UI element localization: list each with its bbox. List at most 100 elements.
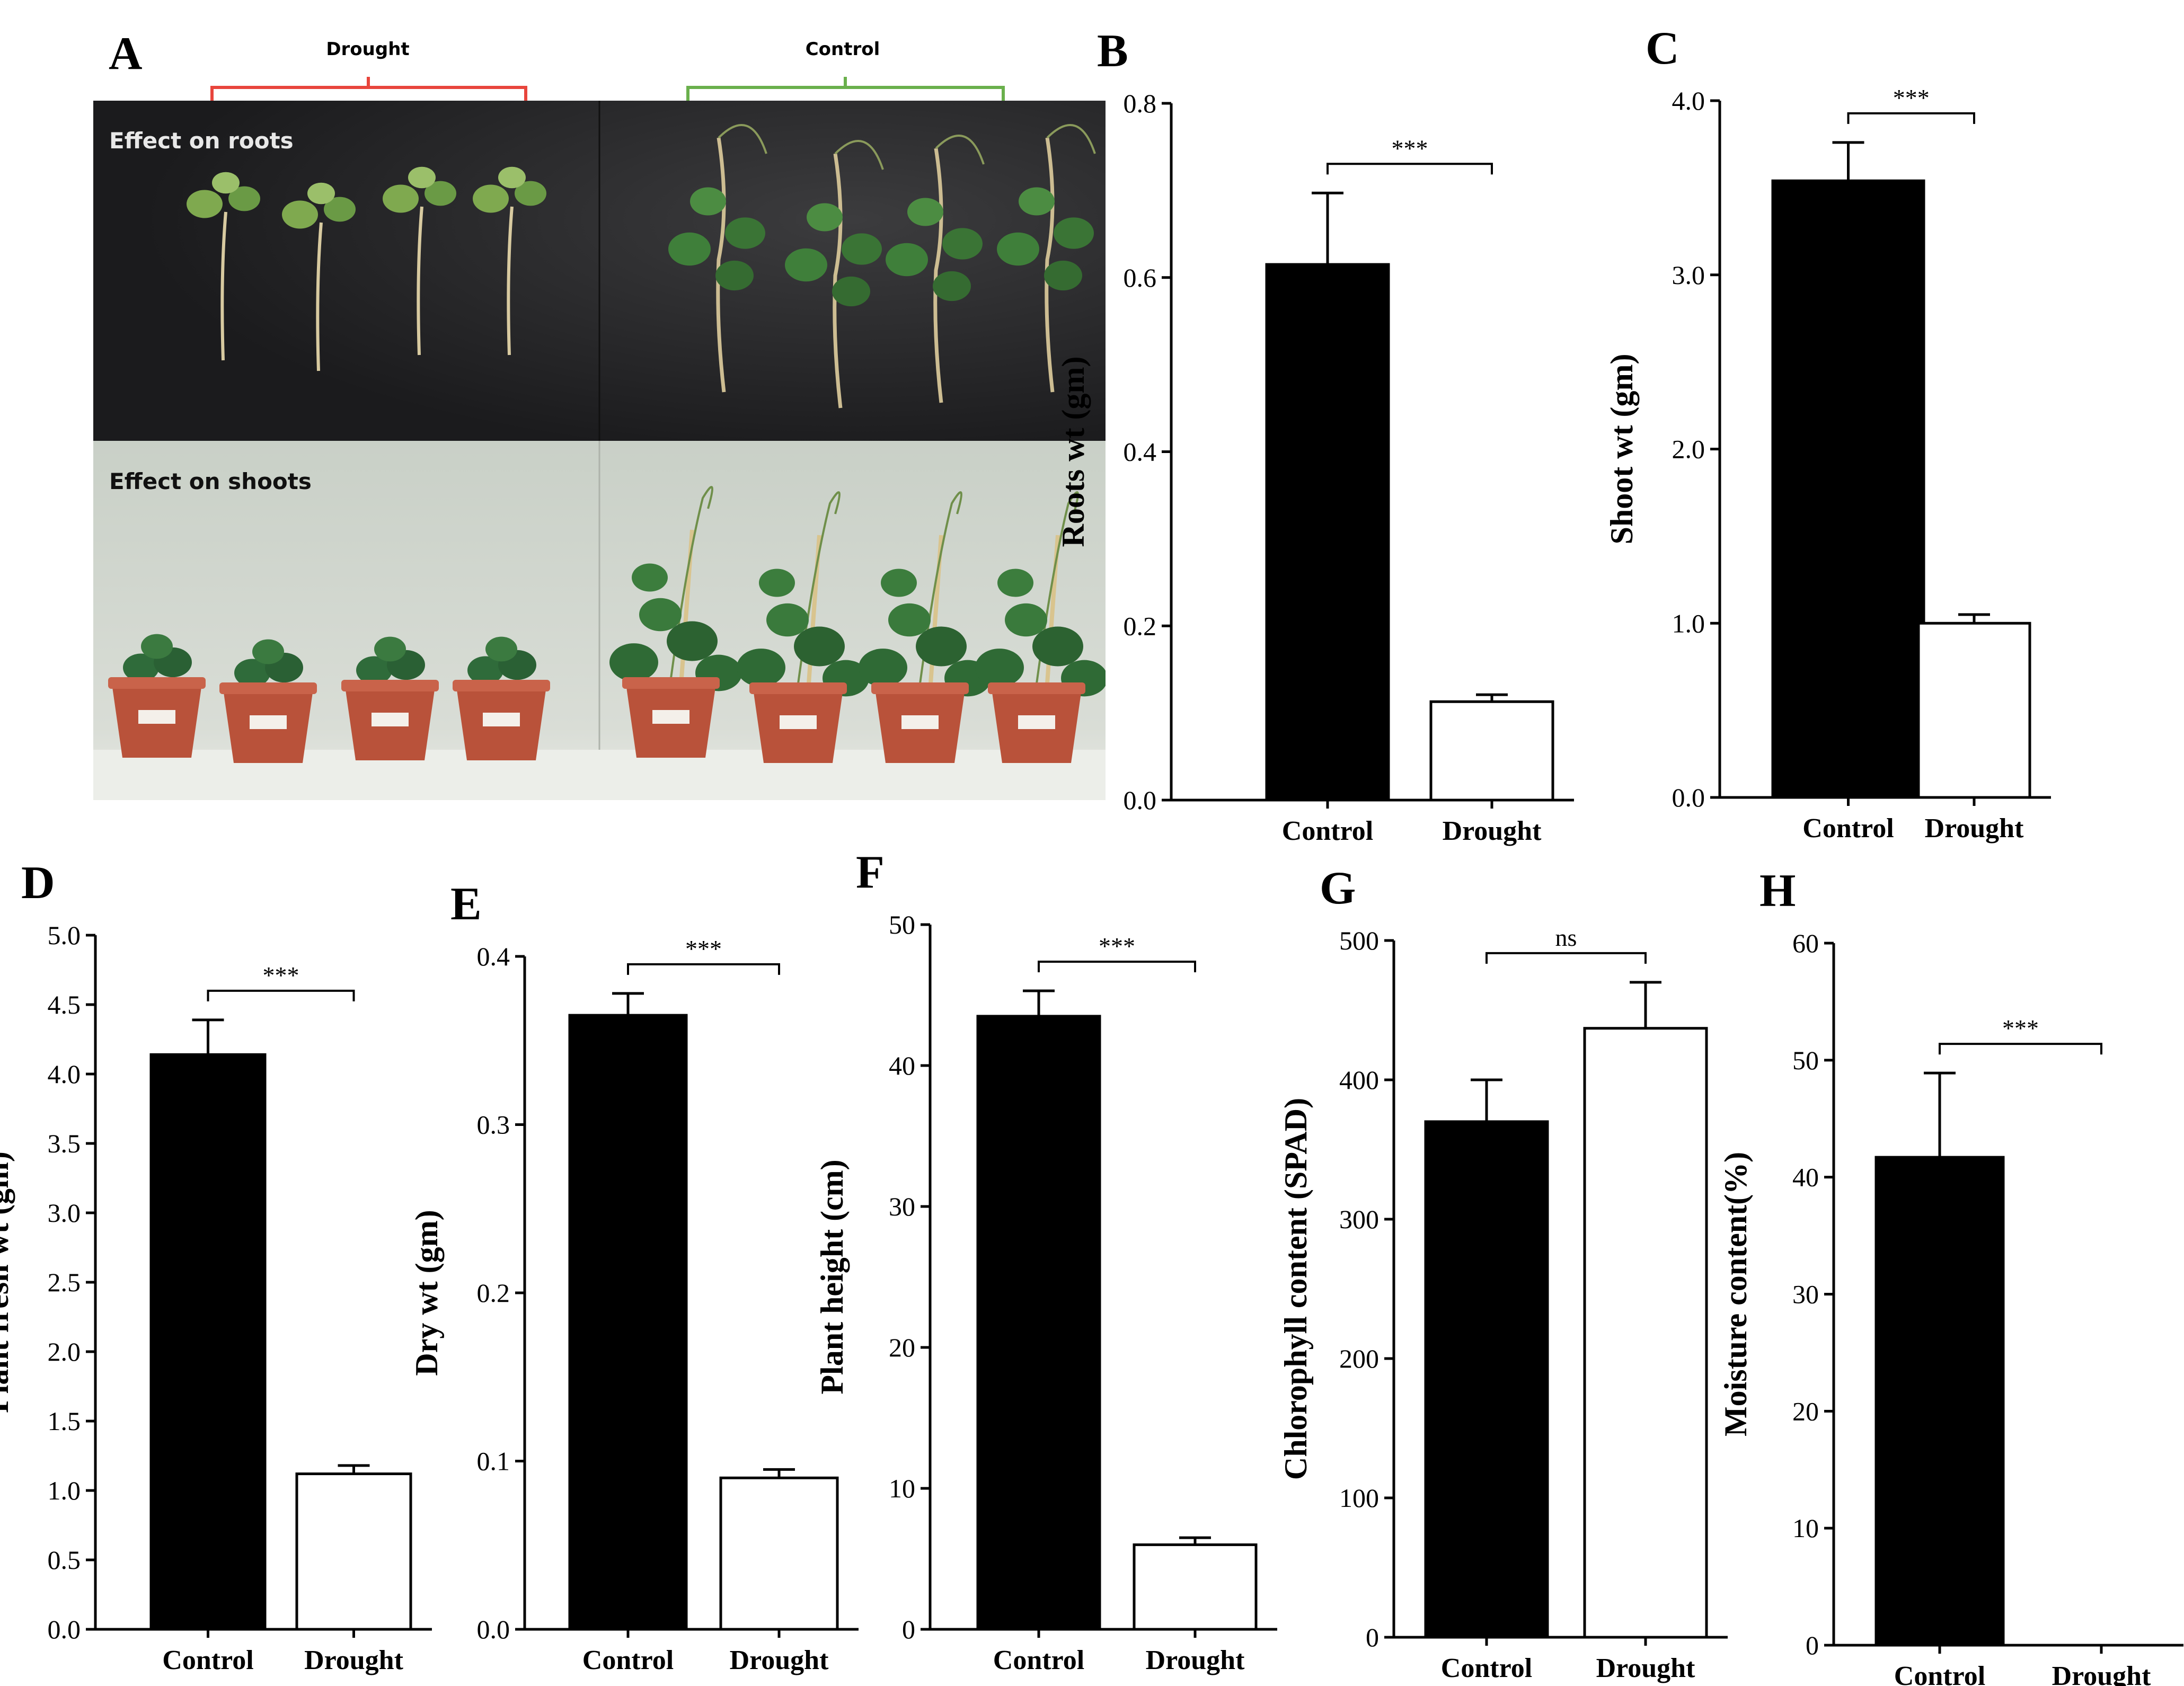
drought-group-label: Drought bbox=[326, 39, 409, 60]
panel-letter: C bbox=[1646, 23, 1679, 74]
bar-control bbox=[1265, 263, 1390, 802]
y-tick-label: 0.3 bbox=[477, 1110, 510, 1140]
significance-bracket bbox=[1939, 1043, 2102, 1055]
category-label: Control bbox=[1441, 1653, 1532, 1683]
category-label: Control bbox=[1802, 813, 1894, 844]
panel-letter: E bbox=[450, 879, 482, 930]
y-tick-label: 20 bbox=[1792, 1396, 1819, 1426]
panel-letter: G bbox=[1320, 863, 1356, 914]
y-tick-label: 0 bbox=[1366, 1622, 1379, 1652]
y-tick-label: 400 bbox=[1339, 1065, 1379, 1095]
bar-drought bbox=[295, 1472, 412, 1631]
chart-d: 0.0 0.5 1.0 1.5 2.0 2.5 3.0 3.5 4.0 4.5 5.0 Control… bbox=[0, 857, 432, 1675]
significance-bracket bbox=[1327, 163, 1493, 175]
chart-b: 0.0 0.2 0.4 0.6 0.8 Control Drought *** Roots wt… bbox=[1056, 25, 1574, 846]
y-tick-label: 100 bbox=[1339, 1483, 1379, 1513]
y-tick-label: 0.6 bbox=[1124, 263, 1157, 292]
significance-bracket bbox=[1847, 112, 1975, 124]
y-tick-label: 0.5 bbox=[48, 1545, 81, 1575]
y-axis-label: Plant fresh wt (gm) bbox=[0, 1151, 15, 1413]
significance-label: ns bbox=[1555, 924, 1577, 951]
category-label: Drought bbox=[1146, 1645, 1245, 1675]
y-tick-label: 50 bbox=[1792, 1045, 1819, 1075]
bar-control bbox=[149, 1053, 267, 1631]
y-tick-label: 500 bbox=[1339, 926, 1379, 955]
significance-label: *** bbox=[263, 962, 299, 989]
y-tick-label: 0.4 bbox=[1124, 437, 1157, 467]
chart-g: 0 100 200 300 400 500 Control Drought ns Chloroph… bbox=[1278, 863, 1728, 1683]
y-tick-label: 30 bbox=[889, 1192, 915, 1221]
control-bracket bbox=[686, 77, 1005, 101]
y-tick-label: 0.8 bbox=[1124, 88, 1157, 118]
control-group-label: Control bbox=[806, 39, 880, 60]
drought-bracket bbox=[210, 77, 527, 101]
shoots-caption: Effect on shoots bbox=[109, 468, 312, 494]
y-axis-label: Moisture content(%) bbox=[1718, 1152, 1753, 1436]
y-axis-label: Shoot wt (gm) bbox=[1604, 354, 1639, 545]
y-tick-label: 300 bbox=[1339, 1204, 1379, 1234]
bar-control bbox=[1771, 179, 1925, 799]
bar-control bbox=[976, 1015, 1101, 1631]
significance-bracket bbox=[207, 989, 355, 1001]
category-label: Drought bbox=[730, 1645, 829, 1675]
category-label: Drought bbox=[2052, 1661, 2152, 1686]
y-tick-label: 0.0 bbox=[1672, 783, 1705, 812]
y-tick-label: 200 bbox=[1339, 1344, 1379, 1373]
chart-h: 0 10 20 30 40 50 60 Control Drought *** Moisture c… bbox=[1718, 865, 2183, 1686]
panel-a-header: A Drought Control bbox=[109, 28, 1005, 101]
y-tick-label: 4.0 bbox=[48, 1059, 81, 1089]
y-tick-label: 1.0 bbox=[48, 1476, 81, 1505]
category-label: Drought bbox=[1925, 813, 2024, 844]
y-tick-label: 3.0 bbox=[1672, 260, 1705, 290]
bar-drought bbox=[719, 1476, 839, 1631]
y-tick-label: 40 bbox=[1792, 1163, 1819, 1192]
y-tick-label: 2.5 bbox=[48, 1267, 81, 1297]
y-tick-label: 2.0 bbox=[1672, 434, 1705, 464]
category-label: Control bbox=[582, 1645, 674, 1675]
y-tick-label: 20 bbox=[889, 1333, 915, 1362]
y-tick-label: 40 bbox=[889, 1051, 915, 1080]
bar-control bbox=[568, 1014, 688, 1631]
photo-panel: Effect on roots Effect on shoots bbox=[93, 101, 1106, 800]
y-tick-label: 0.0 bbox=[1124, 785, 1157, 815]
category-label: Drought bbox=[304, 1645, 404, 1675]
chart-f: 0 10 20 30 40 50 Control Drought *** Plant height… bbox=[815, 847, 1277, 1675]
y-tick-label: 50 bbox=[889, 910, 915, 939]
chart-e: 0.0 0.1 0.2 0.3 0.4 Control Drought *** Dry wt (… bbox=[409, 879, 859, 1675]
panel-letter: H bbox=[1759, 865, 1796, 917]
chart-c: 0.0 1.0 2.0 3.0 4.0 Control Drought *** Shoot wt… bbox=[1604, 23, 2051, 844]
significance-label: *** bbox=[1392, 135, 1428, 162]
category-label: Control bbox=[162, 1645, 253, 1675]
significance-bracket bbox=[1486, 952, 1647, 964]
significance-label: *** bbox=[1099, 933, 1135, 960]
y-tick-label: 0 bbox=[1806, 1630, 1819, 1660]
plants-illustration bbox=[108, 124, 1106, 763]
bar-drought bbox=[1917, 622, 2031, 799]
y-tick-label: 10 bbox=[889, 1474, 915, 1503]
y-tick-label: 60 bbox=[1792, 928, 1819, 958]
y-tick-label: 2.0 bbox=[48, 1337, 81, 1366]
roots-caption: Effect on roots bbox=[109, 128, 294, 154]
significance-label: *** bbox=[1893, 84, 1930, 111]
significance-bracket bbox=[627, 963, 780, 975]
category-label: Control bbox=[993, 1645, 1084, 1675]
y-tick-label: 3.5 bbox=[48, 1129, 81, 1158]
y-axis-label: Plant height (cm) bbox=[815, 1159, 850, 1394]
y-tick-label: 1.5 bbox=[48, 1406, 81, 1436]
category-label: Drought bbox=[1596, 1653, 1696, 1683]
y-axis-label: Dry wt (gm) bbox=[409, 1210, 444, 1376]
y-tick-label: 1.0 bbox=[1672, 608, 1705, 638]
bar-drought bbox=[1133, 1543, 1258, 1631]
significance-label: *** bbox=[2002, 1015, 2039, 1042]
y-tick-label: 3.0 bbox=[48, 1198, 81, 1228]
y-tick-label: 0.4 bbox=[477, 942, 510, 971]
panel-letter: D bbox=[21, 857, 55, 909]
y-tick-label: 30 bbox=[1792, 1280, 1819, 1309]
category-label: Control bbox=[1282, 816, 1373, 846]
y-axis-label: Chlorophyll content (SPAD) bbox=[1278, 1098, 1313, 1480]
y-tick-label: 0.0 bbox=[477, 1614, 510, 1644]
bar-control bbox=[1424, 1120, 1549, 1639]
y-tick-label: 10 bbox=[1792, 1513, 1819, 1543]
y-axis-label: Roots wt (gm) bbox=[1056, 357, 1091, 547]
y-tick-label: 5.0 bbox=[48, 920, 81, 950]
